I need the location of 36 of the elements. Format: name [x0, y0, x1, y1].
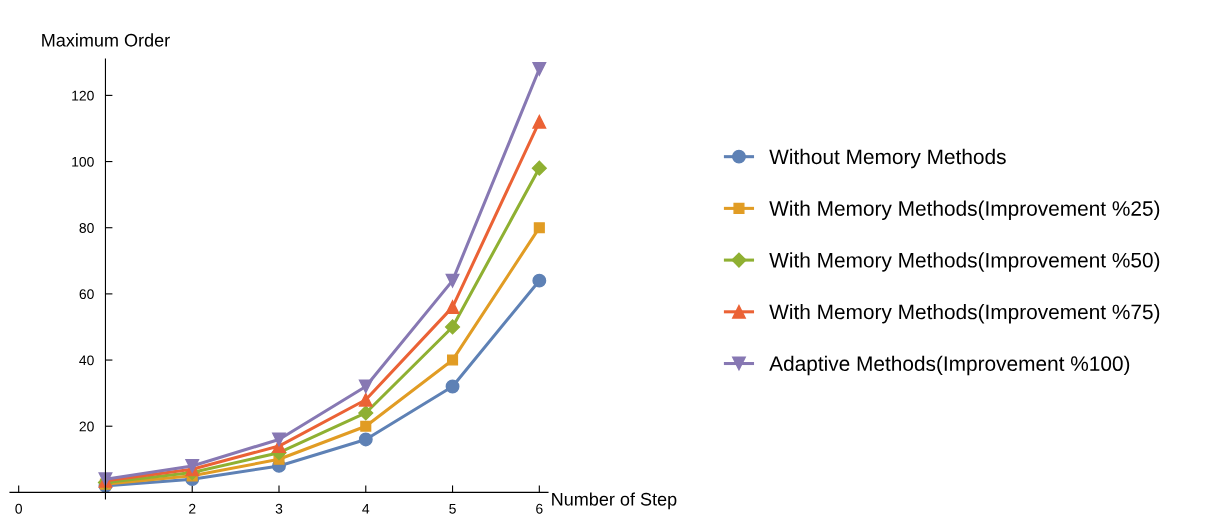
- y-tick-label: 40: [79, 355, 94, 366]
- point: [445, 300, 460, 315]
- point: [531, 160, 547, 176]
- legend-label: Adaptive Methods(Improvement %100): [769, 355, 1130, 376]
- y-tick-label: 80: [79, 223, 94, 233]
- x-tick-label: 5: [449, 504, 456, 514]
- point: [360, 420, 372, 432]
- x-tick-label: 4: [362, 504, 370, 514]
- point: [445, 379, 460, 394]
- legend-label: With Memory Methods(Improvement %75): [769, 304, 1160, 324]
- y-tick-label: 100: [72, 156, 94, 167]
- point: [185, 458, 200, 473]
- point: [444, 319, 461, 335]
- point: [533, 222, 545, 234]
- point: [358, 392, 373, 407]
- x-axis-title: Number of Step: [552, 492, 677, 510]
- point: [358, 405, 374, 421]
- point: [272, 432, 286, 447]
- x-tick-label: 3: [275, 503, 283, 514]
- legend-label: With Memory Methods(Improvement %50): [769, 252, 1160, 272]
- legend-label: Without Memory Methods: [769, 148, 1006, 169]
- point: [358, 379, 373, 394]
- x-tick-label: 0: [15, 503, 22, 514]
- y-tick-label: 120: [72, 90, 94, 101]
- y-axis-title: Maximum Order: [42, 33, 170, 47]
- y-tick-label: 60: [79, 289, 94, 300]
- x-tick-label: 2: [189, 503, 196, 514]
- point: [445, 273, 460, 288]
- legend-label: With Memory Methods(Improvement %25): [769, 200, 1160, 220]
- x-tick-label: 6: [536, 503, 543, 514]
- point: [532, 114, 547, 129]
- point: [446, 354, 459, 366]
- point: [532, 61, 547, 76]
- point: [532, 273, 547, 288]
- point: [358, 432, 373, 447]
- y-tick-label: 20: [79, 421, 94, 432]
